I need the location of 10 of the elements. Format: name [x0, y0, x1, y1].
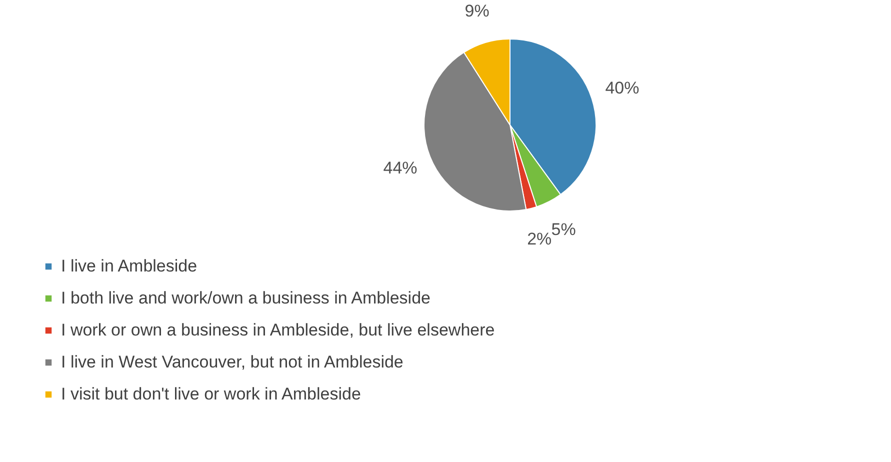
data-label: 40% [605, 78, 640, 98]
data-label: 44% [383, 158, 418, 178]
data-label: 2% [527, 229, 552, 248]
legend-label: I live in West Vancouver, but not in Ambleside [61, 352, 404, 372]
data-label: 9% [464, 2, 490, 21]
data-label: 5% [551, 220, 576, 240]
legend-label: I visit but don't live or work in Ambleside [61, 384, 361, 404]
legend-label: I work or own a business in Ambleside, but live elsewhere [61, 320, 495, 340]
legend-label: I live in Ambleside [61, 256, 198, 276]
legend-label: I both live and work/own a business in Ambleside [61, 288, 430, 308]
